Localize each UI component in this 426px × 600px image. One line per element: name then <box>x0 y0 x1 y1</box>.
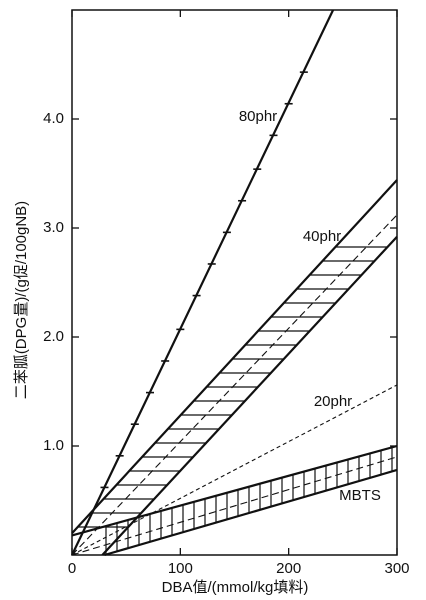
data-line <box>71 179 398 534</box>
plot-frame <box>71 9 398 556</box>
data-line <box>71 214 398 556</box>
data-line <box>71 444 398 537</box>
y-tick-label: 4.0 <box>43 110 64 127</box>
series-label: 20phr <box>314 393 352 410</box>
y-tick-label: 1.0 <box>43 437 64 454</box>
y-tick-label: 3.0 <box>43 219 64 236</box>
x-tick-label: 300 <box>384 560 409 577</box>
series-label: MBTS <box>339 487 381 504</box>
data-line <box>104 468 398 557</box>
series-label: 40phr <box>303 228 341 245</box>
x-axis-label: DBA值/(mmol/kg填料) <box>162 579 309 596</box>
x-tick-label: 100 <box>168 560 193 577</box>
data-line <box>101 235 398 556</box>
x-tick-label: 0 <box>68 560 76 577</box>
data-line <box>71 384 398 556</box>
series-label: 80phr <box>239 108 277 125</box>
data-line <box>71 456 398 556</box>
y-axis-label: 二苯胍(DPG量)/(g促/100gNB) <box>13 201 30 399</box>
y-tick-label: 2.0 <box>43 328 64 345</box>
x-tick-label: 200 <box>276 560 301 577</box>
data-line <box>71 9 335 556</box>
